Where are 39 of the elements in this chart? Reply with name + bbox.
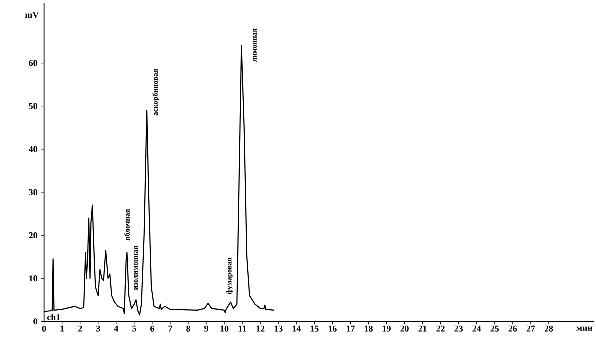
y-tick-label: 10 xyxy=(30,276,38,282)
x-tick-label: 5 xyxy=(132,326,136,332)
x-tick-label: 9 xyxy=(204,326,208,332)
x-tick-label: 1 xyxy=(60,326,64,332)
annotation: ch1 xyxy=(47,314,60,321)
x-tick-label: 22 xyxy=(436,326,445,332)
x-tick-label: 21 xyxy=(418,326,427,332)
x-tick-label: 8 xyxy=(186,326,190,332)
x-tick-label: 16 xyxy=(328,326,337,332)
y-tick-label: 0 xyxy=(34,318,38,325)
x-tick-label: 10 xyxy=(220,326,229,332)
x-tick-label: 28 xyxy=(544,326,554,332)
y-tick-label: 30 xyxy=(29,190,38,196)
x-tick-label: 23 xyxy=(454,326,464,332)
x-tick-label: 15 xyxy=(310,326,319,332)
x-tick-label: 3 xyxy=(96,326,100,332)
y-tick-label: 20 xyxy=(29,232,38,239)
x-tick-label: 11 xyxy=(239,326,246,332)
x-tick-label: 20 xyxy=(400,326,409,332)
y-tick-label: 60 xyxy=(29,60,38,67)
x-tick-label: 7 xyxy=(168,326,173,332)
x-tick-label: 17 xyxy=(346,326,355,332)
x-tick-label: 6 xyxy=(150,326,154,332)
y-tick-label: 40 xyxy=(28,146,38,153)
x-tick-label: 25 xyxy=(490,326,500,332)
x-tick-label: 26 xyxy=(508,326,518,332)
x-tick-label: 2 xyxy=(78,326,82,332)
x-tick-label: 24 xyxy=(472,326,482,332)
x-tick-label: 13 xyxy=(274,326,283,332)
y-tick-label: 50 xyxy=(29,104,38,110)
x-axis-title: мин xyxy=(576,327,593,332)
x-tick-label: 27 xyxy=(526,326,536,332)
x-tick-label: 14 xyxy=(292,326,301,332)
x-tick-label: 4 xyxy=(114,326,118,332)
y-axis-title: mV xyxy=(25,12,40,18)
x-tick-label: 0 xyxy=(42,326,46,332)
x-tick-label: 18 xyxy=(364,326,373,332)
x-tick-label: 19 xyxy=(382,326,391,332)
x-tick-label: 12 xyxy=(256,326,265,332)
